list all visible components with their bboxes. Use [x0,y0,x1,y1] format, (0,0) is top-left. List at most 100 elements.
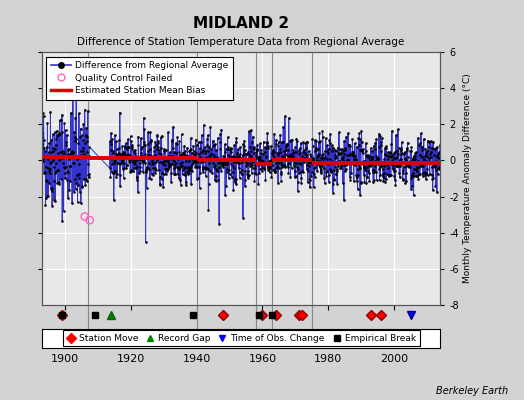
Point [381,178,389,185]
Point [233,150,241,157]
Point [411,173,420,180]
Point [333,166,341,173]
Point [433,170,442,177]
Point [228,154,236,160]
Point [230,154,238,161]
Point [128,156,137,162]
Point [290,158,298,164]
Point [279,124,288,130]
Point [56,156,64,162]
Point [317,166,325,172]
Point [144,152,152,158]
Point [277,178,285,184]
Point [119,156,127,162]
Point [330,177,339,184]
Point [335,146,344,152]
Point [288,155,297,161]
Point [174,156,182,162]
Point [158,170,166,176]
Point [80,176,88,182]
Point [252,152,260,158]
Point [219,161,227,167]
Point [296,169,304,175]
Point [276,149,284,155]
Point [417,147,425,153]
Point [412,149,420,156]
Point [163,157,171,164]
Point [338,155,346,161]
Point [43,164,52,171]
Point [347,170,355,176]
Point [406,158,414,164]
Point [206,124,214,130]
Point [333,144,342,151]
Point [388,157,397,163]
Point [147,136,156,143]
Point [350,148,358,155]
Point [193,164,202,170]
Point [388,152,396,158]
Point [346,174,354,180]
Point [244,175,252,182]
Point [369,143,378,149]
Point [167,170,176,176]
Point [323,142,331,148]
Point [138,158,147,164]
Point [201,172,210,179]
Point [349,161,357,168]
Point [41,195,50,201]
Point [139,159,148,166]
Point [307,152,315,159]
Point [161,147,170,153]
Point [108,161,117,168]
Point [120,150,128,156]
Point [131,150,139,157]
Point [340,150,348,157]
Legend: Difference from Regional Average, Quality Control Failed, Estimated Station Mean: Difference from Regional Average, Qualit… [47,56,233,100]
Point [161,166,169,172]
Point [239,141,247,147]
Point [393,148,401,155]
Point [214,163,223,170]
Point [108,150,117,156]
Point [140,126,149,133]
Point [160,146,168,152]
Point [68,154,76,160]
Point [173,170,182,177]
Point [265,169,274,176]
Point [184,158,193,164]
Point [154,144,162,150]
Point [117,152,125,158]
Point [121,152,129,158]
Point [320,159,328,165]
Point [40,170,48,176]
Point [214,176,223,183]
Point [233,154,241,160]
Point [254,154,262,160]
Point [180,172,189,178]
Point [416,140,424,146]
Point [47,137,56,143]
Point [347,152,356,159]
Point [321,160,330,166]
Point [413,158,422,164]
Point [146,138,154,145]
Point [424,159,432,166]
Point [152,157,161,164]
Point [215,160,224,166]
Text: Difference of Station Temperature Data from Regional Average: Difference of Station Temperature Data f… [78,37,405,47]
Point [210,152,219,158]
Point [404,162,412,169]
Point [210,141,219,148]
Point [385,173,393,180]
Point [166,152,174,159]
Point [281,150,290,157]
Point [208,156,216,162]
Point [216,139,225,145]
Point [287,154,295,160]
Point [406,148,414,154]
Point [151,138,159,145]
Point [202,166,210,172]
Point [368,156,377,162]
Point [185,148,194,155]
